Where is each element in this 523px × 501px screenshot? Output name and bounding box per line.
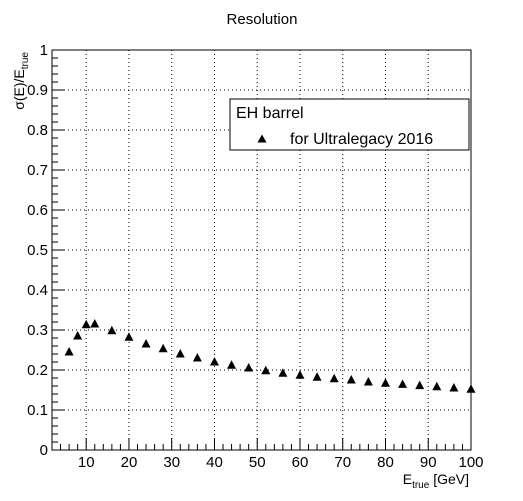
- data-point: [244, 363, 254, 372]
- data-point: [209, 357, 219, 366]
- x-tick-label: 90: [420, 454, 437, 471]
- legend-marker: [257, 134, 267, 143]
- legend-box: [229, 98, 470, 151]
- data-point: [466, 384, 476, 393]
- grid-lines: [52, 50, 471, 450]
- data-point: [64, 347, 74, 356]
- tick-labels: 10 20 30 40 50 60 70 80 90 100 0 0.1 0.2 0.3 0.4 0.5 0.6…: [27, 42, 483, 471]
- y-tick-label: 0.7: [27, 162, 48, 179]
- y-tick-label: 0.6: [27, 202, 48, 219]
- data-point: [124, 332, 134, 341]
- data-point: [380, 378, 390, 387]
- y-tick-label: 0.4: [27, 282, 48, 299]
- data-point: [415, 380, 425, 390]
- data-point: [329, 373, 339, 383]
- data-point: [158, 343, 168, 353]
- data-point: [261, 365, 271, 375]
- data-point: [141, 339, 151, 348]
- x-axis-label: Etrue [GeV]: [403, 471, 469, 491]
- x-tick-label: 10: [78, 454, 95, 471]
- y-tick-label: 0.8: [27, 122, 48, 139]
- y-tick-label: 0.5: [27, 242, 48, 259]
- data-point: [192, 353, 202, 362]
- x-tick-label: 40: [206, 454, 223, 471]
- legend-header: EH barrel: [236, 105, 304, 122]
- chart-title: Resolution: [227, 11, 298, 28]
- data-point: [278, 368, 288, 377]
- data-point: [363, 377, 373, 386]
- legend-entry: for Ultralegacy 2016: [290, 131, 433, 148]
- data-point: [107, 325, 117, 335]
- x-tick-label: 80: [377, 454, 394, 471]
- y-tick-label: 0.3: [27, 322, 48, 339]
- y-tick-label: 0: [40, 442, 48, 459]
- data-point: [175, 349, 185, 358]
- y-tick-label: 0.2: [27, 362, 48, 379]
- y-tick-label: 1: [40, 42, 48, 59]
- data-point: [312, 372, 322, 381]
- data-points: [64, 319, 476, 393]
- data-point: [295, 370, 305, 379]
- x-tick-label: 100: [458, 454, 483, 471]
- data-point: [449, 383, 459, 392]
- data-point: [398, 379, 408, 388]
- y-tick-label: 0.1: [27, 402, 48, 419]
- data-point: [73, 331, 83, 340]
- data-point: [227, 360, 237, 369]
- x-tick-label: 60: [292, 454, 309, 471]
- data-point: [81, 319, 91, 329]
- data-point: [432, 381, 442, 391]
- y-axis-label: σ(E)/Etrue: [11, 52, 31, 110]
- data-point: [90, 319, 100, 328]
- axis-ticks: [52, 49, 472, 451]
- x-tick-label: 20: [121, 454, 138, 471]
- y-tick-label: 0.9: [27, 82, 48, 99]
- x-tick-label: 50: [249, 454, 266, 471]
- data-point: [346, 375, 356, 384]
- x-tick-label: 30: [163, 454, 180, 471]
- legend: EH barrel for Ultralegacy 2016: [229, 98, 470, 151]
- x-tick-label: 70: [334, 454, 351, 471]
